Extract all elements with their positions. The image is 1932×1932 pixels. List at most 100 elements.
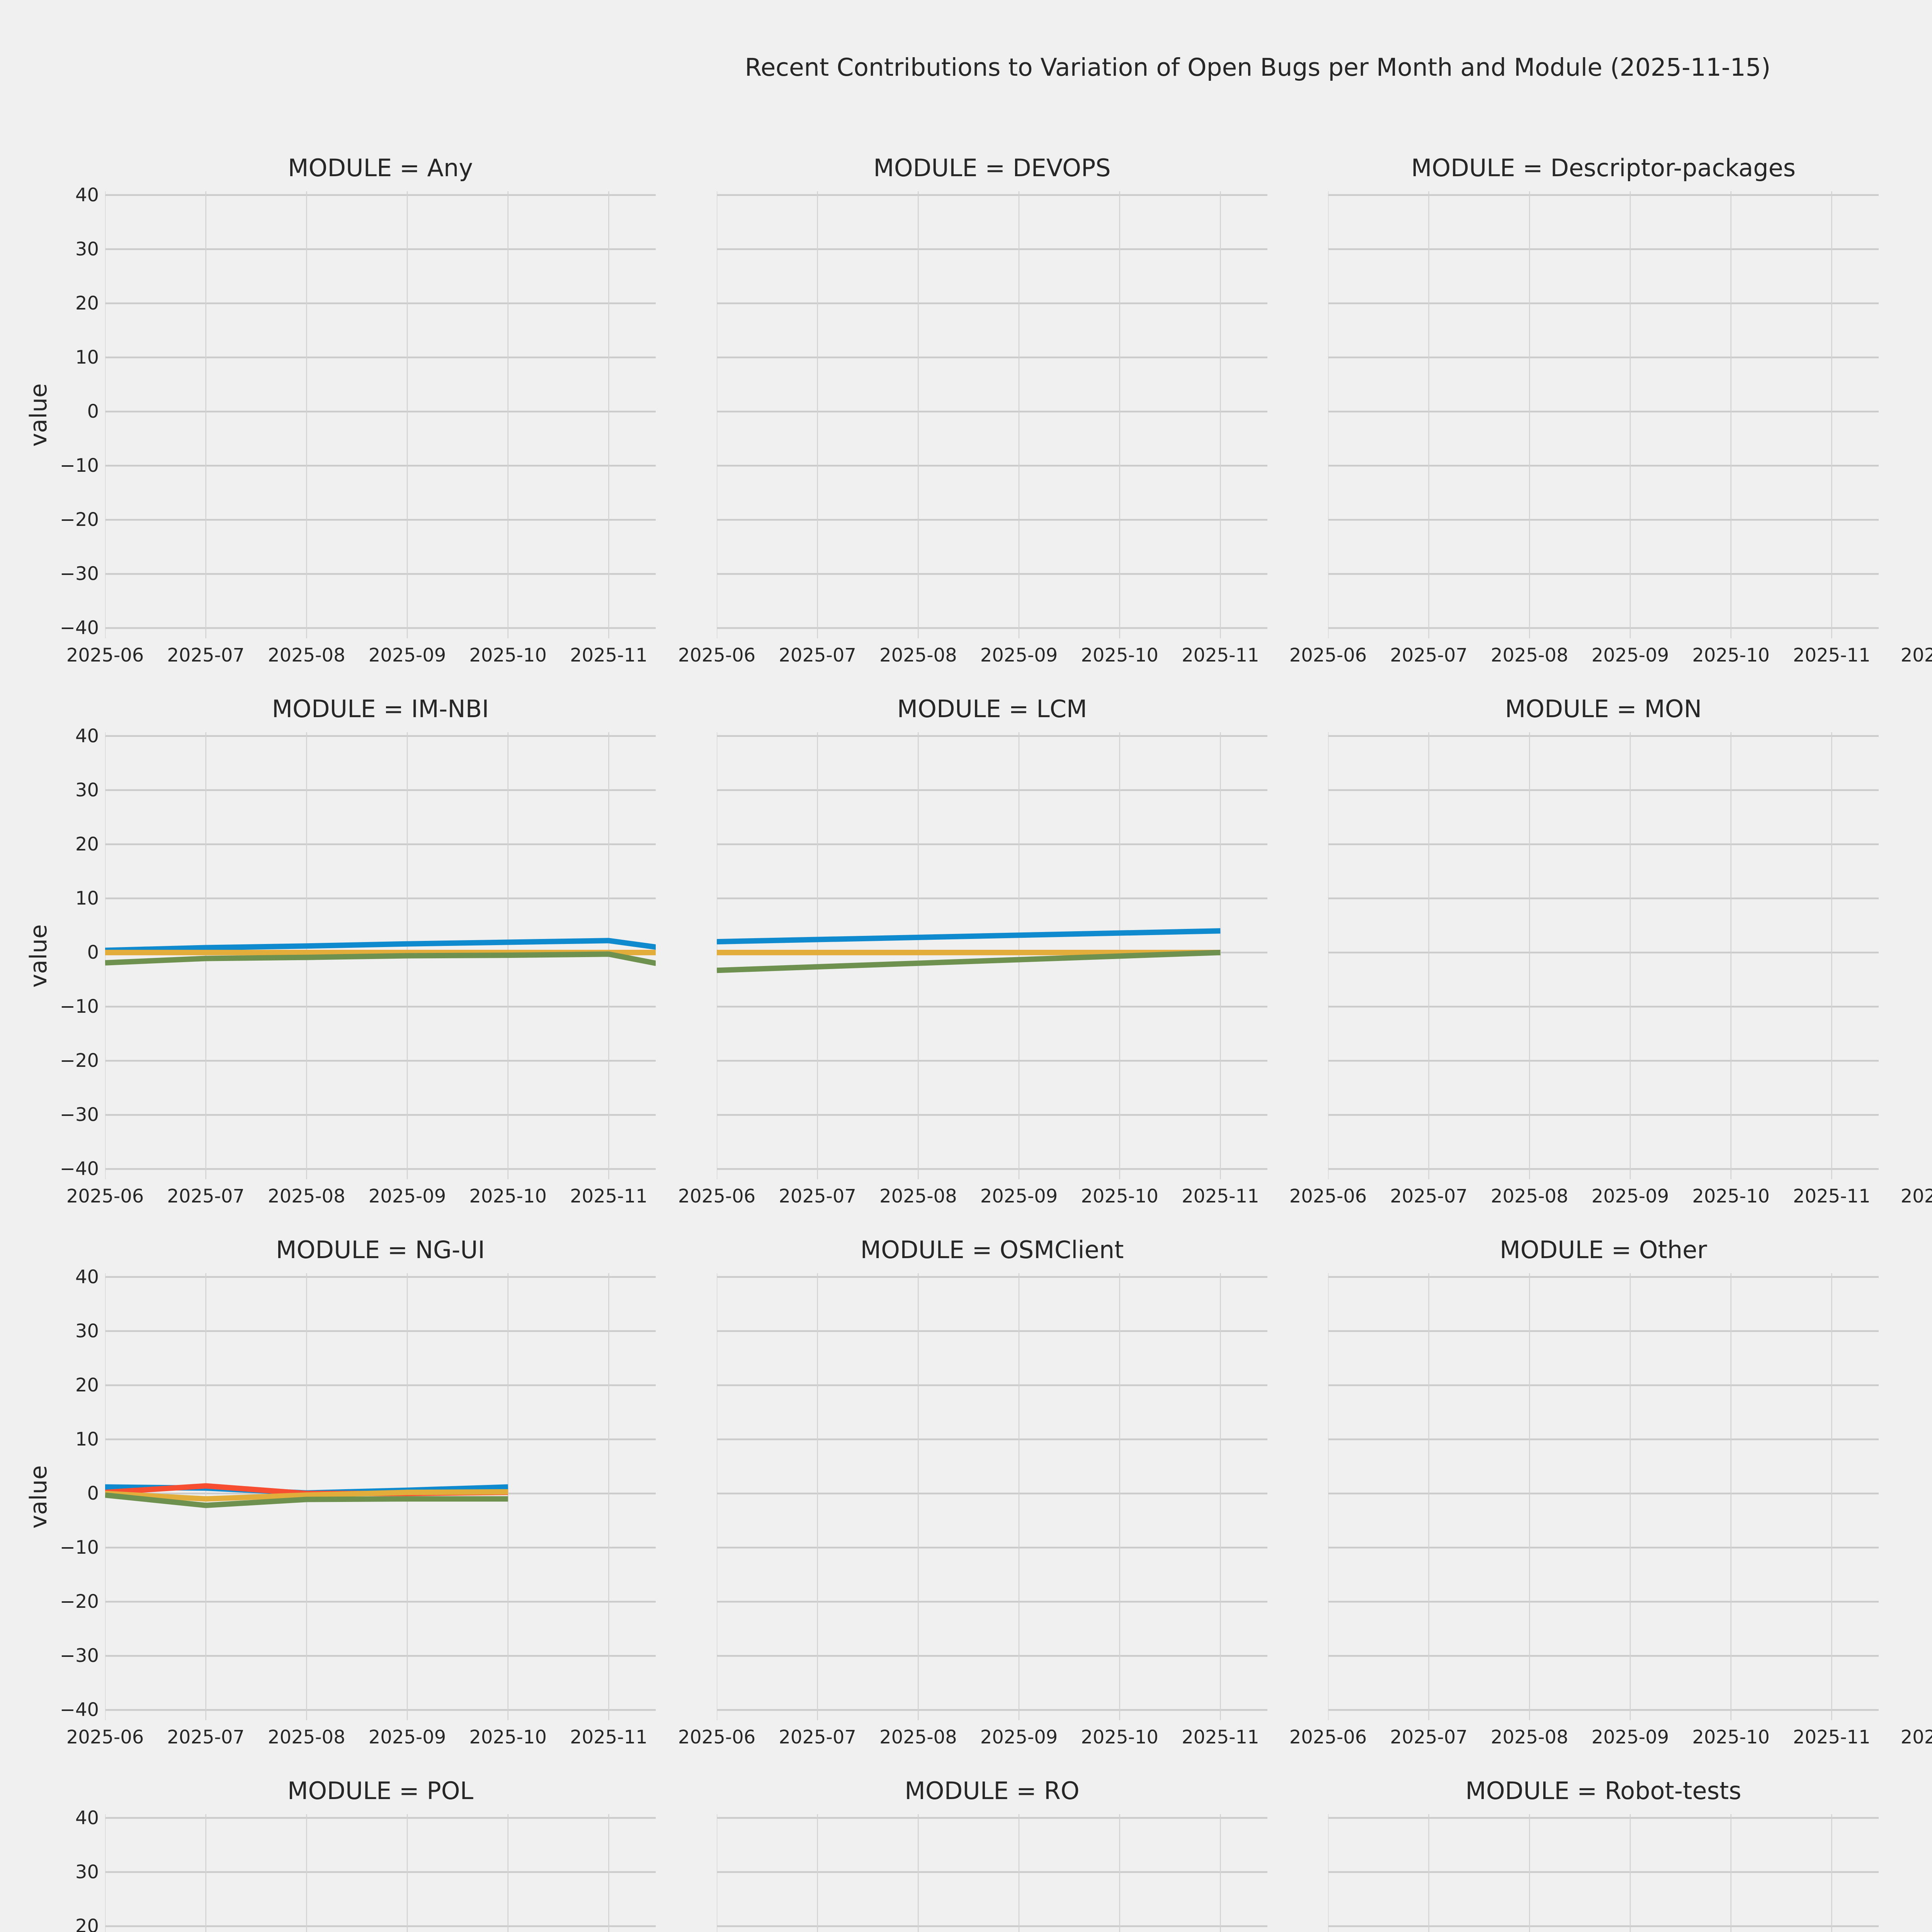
x-tick-label: 2025-07	[779, 645, 856, 666]
plot-area-LCM	[717, 732, 1267, 1179]
x-tick-label: 2025-09	[1591, 1185, 1669, 1207]
x-tick-label: 2025-10	[1081, 1185, 1158, 1207]
x-tick-label: 2025-06	[66, 1726, 144, 1748]
y-tick-label: −20	[60, 509, 99, 531]
y-tick-label: −20	[60, 1591, 99, 1613]
x-tick-label: 2025-09	[980, 1726, 1058, 1748]
x-tick-label: 2025-08	[268, 1726, 345, 1748]
series-line-opened	[105, 938, 656, 953]
x-tick-label: 2025-11	[1793, 1726, 1871, 1748]
x-tick-label: 2025-10	[469, 645, 547, 666]
series-line-closed	[717, 950, 1221, 973]
x-tick-label: 2025-08	[879, 1185, 957, 1207]
y-tick-label: 0	[87, 401, 99, 423]
x-tick-label: 2025-06	[1289, 645, 1367, 666]
x-tick-label: 2025-07	[1390, 1726, 1468, 1748]
x-tick-label: 2025-09	[980, 1185, 1058, 1207]
x-tick-label: 2025-06	[1900, 1185, 1932, 1207]
y-tick-label: 10	[75, 1429, 99, 1451]
x-tick-label: 2025-10	[1081, 645, 1158, 666]
series-line-closed	[105, 1492, 508, 1508]
x-tick-label: 2025-08	[1491, 1726, 1568, 1748]
y-tick-label: −30	[60, 1645, 99, 1667]
y-tick-label: −40	[60, 1158, 99, 1180]
facet-title: MODULE = MON	[1505, 695, 1702, 723]
y-tick-label: −30	[60, 563, 99, 585]
series-line-opened	[717, 928, 1221, 945]
x-tick-label: 2025-07	[167, 1726, 245, 1748]
x-tick-label: 2025-06	[66, 645, 144, 666]
x-tick-label: 2025-10	[469, 1726, 547, 1748]
y-tick-label: 0	[87, 942, 99, 964]
plot-area-RO	[717, 1814, 1267, 1932]
plot-area-POL	[105, 1814, 656, 1932]
x-tick-label: 2025-09	[368, 645, 446, 666]
x-tick-label: 2025-06	[678, 1726, 756, 1748]
plot-area-IM-NBI	[105, 732, 656, 1179]
plot-area-DEVOPS	[717, 191, 1267, 638]
y-tick-label: 0	[87, 1483, 99, 1505]
plot-area-Robot-tests	[1328, 1814, 1879, 1932]
y-tick-label: 40	[75, 725, 99, 747]
facet-title: MODULE = LCM	[897, 695, 1087, 723]
y-tick-label: 30	[75, 1861, 99, 1883]
facet-title: MODULE = POL	[287, 1777, 474, 1805]
x-tick-label: 2025-07	[779, 1726, 856, 1748]
x-tick-label: 2025-11	[570, 1726, 648, 1748]
y-tick-label: −10	[60, 455, 99, 477]
x-tick-label: 2025-08	[1491, 1185, 1568, 1207]
facet-title: MODULE = Descriptor-packages	[1411, 154, 1796, 182]
x-tick-label: 2025-11	[570, 1185, 648, 1207]
y-tick-label: 10	[75, 347, 99, 369]
x-tick-label: 2025-06	[678, 1185, 756, 1207]
x-tick-label: 2025-10	[1692, 645, 1770, 666]
x-tick-label: 2025-11	[1793, 1185, 1871, 1207]
x-tick-label: 2025-11	[1793, 645, 1871, 666]
y-tick-label: 40	[75, 184, 99, 206]
x-tick-label: 2025-11	[1182, 1185, 1259, 1207]
plot-area-Other	[1328, 1273, 1879, 1720]
x-tick-label: 2025-07	[167, 1185, 245, 1207]
y-tick-label: 40	[75, 1266, 99, 1288]
facet-title: MODULE = IM-NBI	[272, 695, 489, 723]
y-tick-label: 40	[75, 1807, 99, 1829]
y-axis-label: value	[25, 924, 52, 988]
y-tick-label: −40	[60, 1699, 99, 1721]
x-tick-label: 2025-08	[879, 1726, 957, 1748]
y-tick-label: 30	[75, 1320, 99, 1342]
x-tick-label: 2025-08	[268, 1185, 345, 1207]
x-tick-label: 2025-06	[1900, 1726, 1932, 1748]
x-tick-label: 2025-11	[1182, 645, 1259, 666]
plot-area-MON	[1328, 732, 1879, 1179]
facet-title: MODULE = NG-UI	[276, 1236, 485, 1264]
y-tick-label: 30	[75, 779, 99, 801]
series-line-closed	[105, 951, 656, 966]
x-tick-label: 2025-06	[678, 645, 756, 666]
y-tick-label: 20	[75, 1915, 99, 1932]
x-tick-label: 2025-09	[1591, 645, 1669, 666]
y-axis-label: value	[25, 383, 52, 447]
x-tick-label: 2025-07	[1390, 1185, 1468, 1207]
x-tick-label: 2025-06	[1289, 1726, 1367, 1748]
series-line-false_closed	[105, 1489, 508, 1502]
facet-title: MODULE = Other	[1500, 1236, 1707, 1264]
y-tick-label: −10	[60, 996, 99, 1018]
x-tick-label: 2025-08	[268, 645, 345, 666]
x-tick-label: 2025-10	[1692, 1726, 1770, 1748]
facet-title: MODULE = Any	[288, 154, 473, 182]
x-tick-label: 2025-09	[368, 1185, 446, 1207]
x-tick-label: 2025-07	[167, 645, 245, 666]
x-tick-label: 2025-11	[570, 645, 648, 666]
facet-title: MODULE = OSMClient	[860, 1236, 1124, 1264]
y-tick-label: −20	[60, 1050, 99, 1072]
x-tick-label: 2025-07	[1390, 645, 1468, 666]
y-tick-label: 20	[75, 833, 99, 855]
x-tick-label: 2025-09	[1591, 1726, 1669, 1748]
facet-title: MODULE = Robot-tests	[1465, 1777, 1742, 1805]
y-axis-label: value	[25, 1465, 52, 1529]
y-tick-label: 10	[75, 888, 99, 910]
x-tick-label: 2025-08	[879, 645, 957, 666]
plot-area-NG-UI	[105, 1273, 656, 1720]
y-tick-label: 30	[75, 238, 99, 260]
